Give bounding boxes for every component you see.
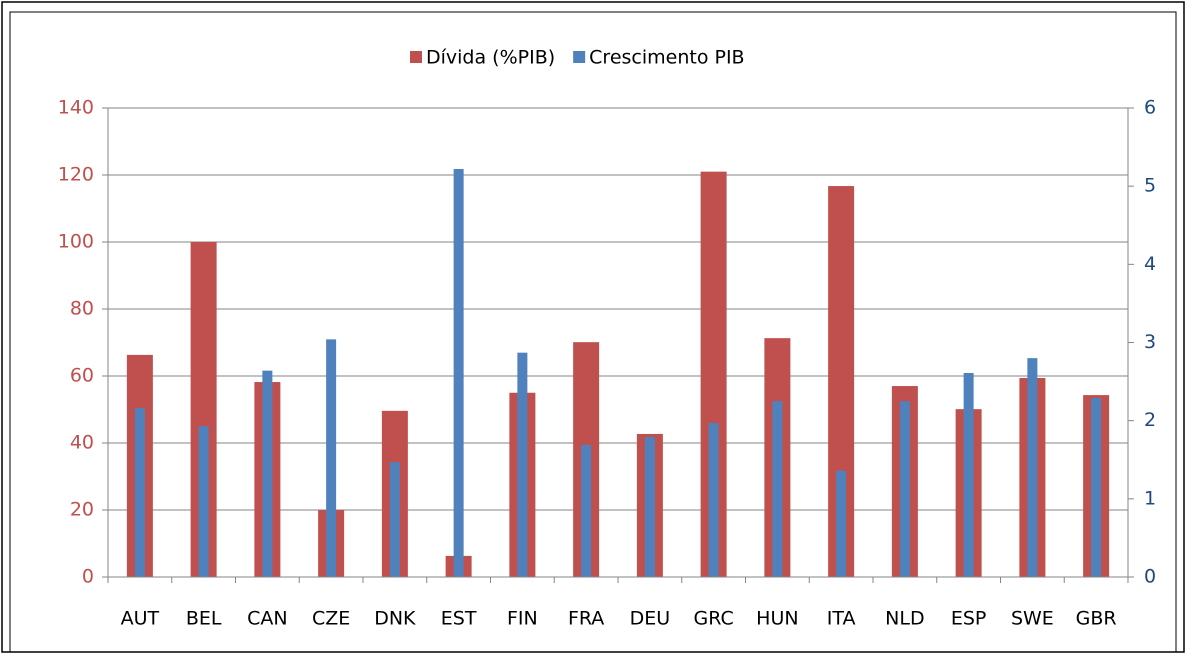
bar [1091, 397, 1102, 577]
legend-swatch [410, 51, 422, 63]
x-tick-label: ITA [827, 608, 856, 630]
legend-label: Dívida (%PIB) [426, 47, 555, 69]
bar [134, 408, 145, 577]
bar [517, 352, 528, 577]
y-tick-label: 80 [70, 298, 94, 320]
x-tick-label: BEL [186, 608, 222, 630]
x-tick-label: DNK [374, 608, 416, 630]
x-tick-label: HUN [756, 608, 798, 630]
bar [899, 401, 910, 577]
x-tick-label: ESP [951, 608, 987, 630]
bar [644, 437, 655, 577]
bar [836, 470, 847, 577]
y2-tick-label: 2 [1144, 409, 1156, 431]
bar [389, 462, 400, 577]
x-tick-label: DEU [630, 608, 671, 630]
y-tick-label: 60 [70, 365, 94, 387]
y-tick-label: 0 [82, 566, 94, 588]
x-tick-label: GBR [1076, 608, 1117, 630]
bar [772, 401, 783, 577]
bar [708, 423, 719, 577]
chart-frame [9, 11, 1177, 653]
y-tick-label: 20 [70, 499, 94, 521]
bar [963, 372, 974, 577]
x-tick-label: AUT [121, 608, 160, 630]
y2-tick-label: 5 [1144, 175, 1156, 197]
bar [198, 426, 209, 577]
y-tick-label: 120 [58, 164, 94, 186]
x-tick-label: FRA [568, 608, 604, 630]
y-tick-label: 100 [58, 231, 94, 253]
y-tick-label: 140 [58, 97, 94, 119]
y2-tick-label: 0 [1144, 566, 1156, 588]
x-tick-label: CZE [312, 608, 350, 630]
legend-swatch [573, 51, 586, 63]
legend-label: Crescimento PIB [589, 47, 744, 69]
x-tick-label: GRC [694, 608, 734, 630]
bar [581, 444, 592, 577]
y2-tick-label: 6 [1144, 97, 1156, 119]
x-tick-label: NLD [885, 608, 924, 630]
bar [262, 370, 273, 577]
x-tick-label: EST [441, 608, 477, 630]
y2-tick-label: 3 [1144, 331, 1156, 353]
x-tick-label: FIN [507, 608, 538, 630]
bar [1027, 358, 1038, 577]
y2-tick-label: 1 [1144, 487, 1156, 509]
y-tick-label: 40 [70, 432, 94, 454]
y2-tick-label: 4 [1144, 253, 1156, 275]
x-tick-label: SWE [1011, 608, 1054, 630]
x-tick-label: CAN [247, 608, 287, 630]
bar [326, 339, 337, 577]
bar [453, 168, 464, 577]
